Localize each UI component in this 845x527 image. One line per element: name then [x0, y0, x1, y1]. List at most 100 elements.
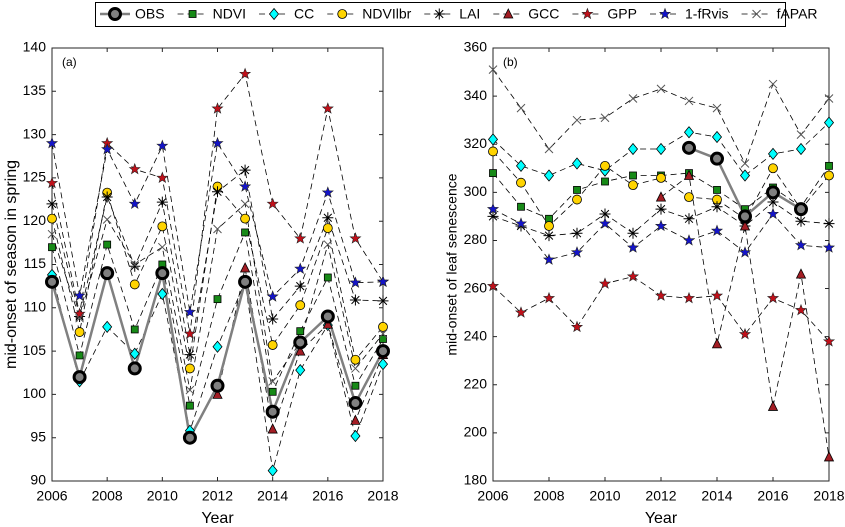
marker — [543, 230, 555, 242]
marker — [379, 335, 387, 343]
marker — [683, 213, 695, 225]
marker — [795, 268, 807, 279]
marker — [183, 327, 196, 339]
marker — [321, 186, 334, 198]
y-tick-label: 120 — [23, 212, 47, 228]
marker — [517, 202, 525, 211]
x-tick-label: 2018 — [367, 488, 398, 504]
marker — [74, 327, 85, 337]
x-tick-label: 2010 — [589, 488, 620, 504]
marker — [629, 171, 637, 180]
marker — [101, 142, 114, 155]
legend-label: CC — [294, 6, 314, 22]
marker — [572, 194, 582, 205]
marker — [739, 169, 751, 182]
legend-marker — [752, 9, 761, 19]
marker — [350, 414, 361, 425]
y-tick-label: 260 — [464, 279, 488, 295]
marker — [570, 320, 584, 333]
marker — [45, 176, 59, 189]
marker — [183, 305, 196, 318]
y-tick-label: 100 — [23, 385, 47, 401]
marker — [349, 232, 362, 244]
marker — [655, 142, 667, 156]
x-tick-label: 2018 — [813, 488, 844, 504]
x-tick-label: 2006 — [36, 488, 67, 504]
marker — [377, 295, 389, 307]
marker — [710, 224, 724, 236]
marker — [516, 177, 526, 188]
y-tick-label: 360 — [464, 39, 488, 55]
y-tick-label: 105 — [23, 342, 47, 358]
marker — [211, 102, 224, 114]
marker — [239, 262, 251, 273]
marker — [128, 162, 141, 175]
marker — [654, 219, 668, 232]
y-tick-label: 130 — [23, 125, 47, 141]
marker — [296, 327, 305, 336]
y-tick-label: 200 — [464, 424, 488, 440]
marker — [682, 291, 696, 304]
marker — [823, 116, 835, 129]
marker — [794, 202, 808, 217]
marker — [267, 423, 278, 434]
marker — [601, 177, 609, 186]
marker — [130, 260, 140, 269]
marker — [766, 291, 780, 304]
marker — [266, 290, 279, 302]
legend-marker — [581, 7, 594, 20]
legend-marker — [188, 10, 197, 18]
marker — [185, 385, 195, 395]
marker — [45, 274, 59, 289]
x-tick-label: 2016 — [757, 488, 788, 504]
marker — [100, 266, 115, 281]
marker — [768, 163, 778, 174]
x-tick-label: 2010 — [147, 488, 178, 504]
marker — [238, 274, 253, 289]
marker — [350, 429, 361, 443]
marker — [656, 84, 666, 94]
marker — [684, 192, 694, 203]
marker — [75, 351, 84, 360]
marker — [740, 159, 750, 168]
marker — [185, 363, 195, 374]
marker — [73, 289, 86, 301]
y-tick-label: 220 — [464, 375, 488, 391]
marker — [267, 313, 279, 325]
marker — [240, 213, 250, 224]
marker — [213, 295, 222, 304]
marker — [571, 157, 583, 170]
marker — [46, 198, 58, 210]
marker — [683, 126, 695, 139]
marker — [655, 191, 667, 202]
marker — [628, 180, 638, 191]
legend-label: LAI — [459, 6, 480, 22]
marker — [294, 232, 307, 244]
marker — [294, 262, 307, 274]
marker — [710, 151, 724, 166]
y-tick-label: 180 — [464, 472, 488, 488]
marker — [572, 115, 582, 125]
marker — [102, 320, 113, 333]
marker — [542, 291, 556, 304]
marker — [348, 396, 363, 411]
marker — [378, 329, 388, 339]
legend-label: GCC — [528, 6, 559, 22]
marker — [156, 171, 169, 184]
x-tick-label: 2014 — [701, 488, 732, 504]
marker — [323, 273, 332, 282]
marker — [824, 94, 834, 103]
y-tick-label: 300 — [464, 183, 488, 199]
marker — [795, 215, 807, 227]
y-tick-label: 110 — [24, 299, 47, 315]
marker — [349, 276, 362, 288]
marker — [598, 277, 612, 289]
y-tick-label: 95 — [30, 428, 46, 444]
marker — [711, 201, 723, 213]
marker — [823, 218, 835, 230]
marker — [47, 213, 57, 224]
marker — [103, 240, 112, 249]
y-tick-label: 240 — [464, 327, 488, 343]
marker — [186, 401, 194, 410]
